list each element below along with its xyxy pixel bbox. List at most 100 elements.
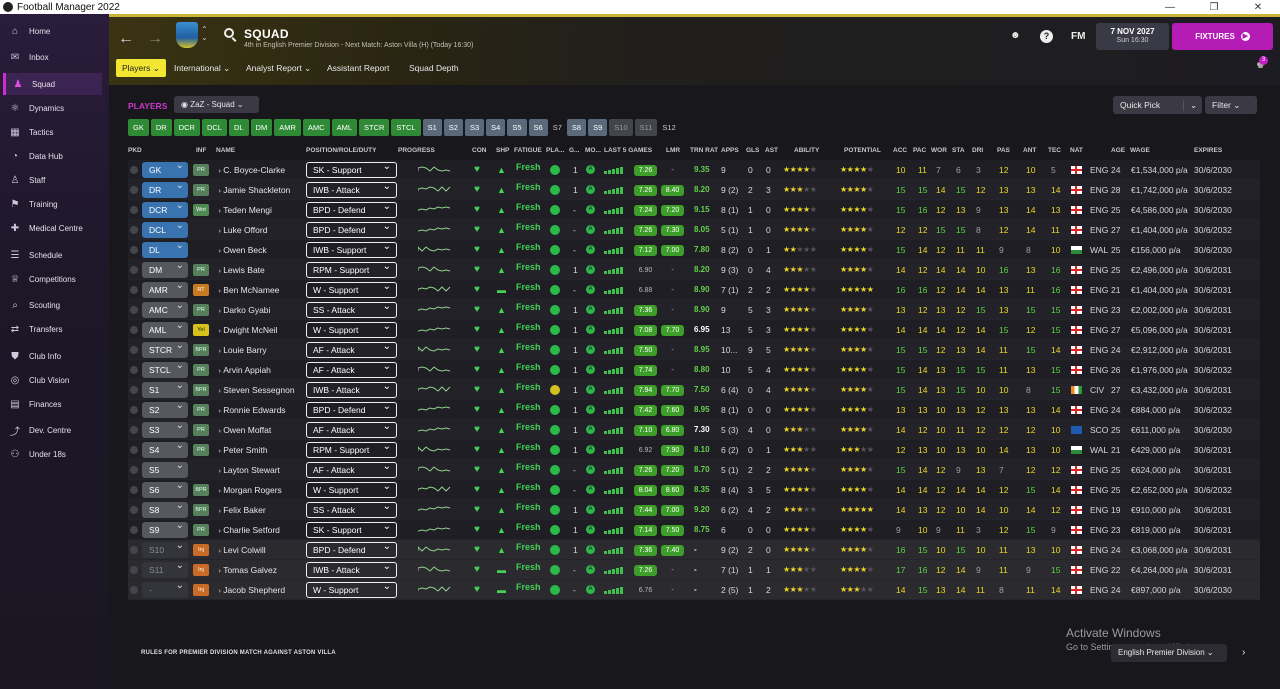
- role-duty-selector[interactable]: AF - Attack: [306, 340, 397, 358]
- player-name[interactable]: Owen Moffat: [217, 420, 271, 440]
- position-selector[interactable]: S6: [142, 478, 188, 498]
- pick-checkbox[interactable]: [130, 366, 138, 374]
- column-header-potential[interactable]: POTENTIAL: [844, 147, 881, 154]
- notification-bell-icon[interactable]: ♚ 3: [1256, 56, 1268, 71]
- role-duty-selector[interactable]: W - Support: [306, 280, 397, 298]
- minimize-icon[interactable]: —: [1165, 1, 1175, 13]
- column-header-con[interactable]: CON: [472, 147, 487, 154]
- tab-squad-depth[interactable]: Squad Depth: [409, 63, 459, 73]
- pick-checkbox[interactable]: [130, 486, 138, 494]
- table-row[interactable]: DCR Wnt Teden Mengi BPD - Defend ♥ ▲ Fresh - A 7.…: [128, 198, 1260, 220]
- position-selector[interactable]: S1: [142, 378, 188, 398]
- position-selector[interactable]: S4: [142, 438, 188, 458]
- pick-checkbox[interactable]: [130, 166, 138, 174]
- column-header-dri[interactable]: DRI: [972, 147, 984, 154]
- position-filter-s10[interactable]: S10: [609, 119, 633, 136]
- sidebar-item-medical-centre[interactable]: ✚ Medical Centre: [0, 217, 109, 239]
- position-filter-s8[interactable]: S8: [566, 119, 587, 136]
- player-name[interactable]: Peter Smith: [217, 440, 267, 460]
- sidebar-item-finances[interactable]: ▤ Finances: [0, 393, 109, 415]
- table-row[interactable]: DM PR Lewis Bate RPM - Support ♥ ▲ Fresh 1A 6.90…: [128, 258, 1260, 280]
- forward-arrow-icon[interactable]: →: [147, 30, 163, 47]
- table-row[interactable]: AMC PR Darko Gyabi SS - Attack ♥ ▲ Fresh 1A 7.36…: [128, 298, 1260, 320]
- player-name[interactable]: Dwight McNeil: [217, 320, 277, 340]
- column-header-ast[interactable]: AST: [765, 147, 778, 154]
- column-header-lmr[interactable]: LMR: [666, 147, 681, 154]
- next-arrow-icon[interactable]: ›: [1242, 647, 1246, 658]
- player-name[interactable]: Jamie Shackleton: [217, 180, 290, 200]
- role-duty-selector[interactable]: IWB - Support: [306, 240, 397, 258]
- column-header-position-role-duty[interactable]: POSITION/ROLE/DUTY: [306, 147, 377, 154]
- table-row[interactable]: STCL PR Arvin Appiah AF - Attack ♥ ▲ Fresh 1A 7.…: [128, 358, 1260, 380]
- pick-checkbox[interactable]: [130, 546, 138, 554]
- role-duty-selector[interactable]: RPM - Support: [306, 440, 397, 458]
- column-header-shp[interactable]: SHP: [496, 147, 510, 154]
- role-duty-selector[interactable]: W - Support: [306, 320, 397, 338]
- table-row[interactable]: DCL Luke Offord BPD - Defend ♥ ▲ Fresh - A 7.26 7…: [128, 218, 1260, 240]
- player-name[interactable]: Tomas Galvez: [217, 560, 277, 580]
- position-filter-gk[interactable]: GK: [128, 119, 149, 136]
- pick-checkbox[interactable]: [130, 446, 138, 454]
- position-filter-s11[interactable]: S11: [634, 119, 658, 136]
- pick-checkbox[interactable]: [130, 466, 138, 474]
- role-duty-selector[interactable]: RPM - Support: [306, 260, 397, 278]
- player-name[interactable]: Ronnie Edwards: [217, 400, 285, 420]
- player-name[interactable]: Luke Offord: [217, 220, 267, 240]
- role-duty-selector[interactable]: BPD - Defend: [306, 400, 397, 418]
- tab-international[interactable]: International ⌄: [174, 63, 231, 73]
- position-selector[interactable]: DM: [142, 258, 188, 278]
- column-header-inf[interactable]: INF: [196, 147, 207, 154]
- role-duty-selector[interactable]: IWB - Attack: [306, 380, 397, 398]
- sidebar-item-competitions[interactable]: ♕ Competitions: [0, 268, 109, 290]
- player-name[interactable]: Jacob Shepherd: [217, 580, 285, 600]
- position-selector[interactable]: AML: [142, 318, 188, 338]
- view-selector[interactable]: ◉ ZaZ - Squad ⌄: [174, 96, 259, 113]
- player-name[interactable]: Layton Stewart: [217, 460, 280, 480]
- column-header-g[interactable]: G...: [569, 147, 580, 154]
- role-duty-selector[interactable]: BPD - Defend: [306, 220, 397, 238]
- role-duty-selector[interactable]: SS - Attack: [306, 500, 397, 518]
- column-header-age[interactable]: AGE: [1111, 147, 1126, 154]
- table-row[interactable]: AML Yel Dwight McNeil W - Support ♥ ▲ Fresh 1A 7…: [128, 318, 1260, 340]
- sidebar-item-transfers[interactable]: ⇄ Transfers: [0, 318, 109, 340]
- sidebar-item-staff[interactable]: ♙ Staff: [0, 169, 109, 191]
- sidebar-item-under-18s[interactable]: ⚇ Under 18s: [0, 443, 109, 465]
- player-name[interactable]: Felix Baker: [217, 500, 266, 520]
- position-selector[interactable]: -: [142, 578, 188, 598]
- player-name[interactable]: Teden Mengi: [217, 200, 272, 220]
- role-duty-selector[interactable]: SK - Support: [306, 520, 397, 538]
- role-duty-selector[interactable]: IWB - Attack: [306, 180, 397, 198]
- position-selector[interactable]: DCL: [142, 218, 188, 238]
- club-switcher-chevron-icon[interactable]: ⌃ ⌄: [201, 25, 208, 42]
- close-icon[interactable]: ✕: [1253, 1, 1263, 13]
- table-row[interactable]: STCR BPR Louie Barry AF - Attack ♥ ▲ Fresh 1A 7.…: [128, 338, 1260, 360]
- help-icon[interactable]: ?: [1040, 30, 1053, 43]
- pick-checkbox[interactable]: [130, 586, 138, 594]
- sidebar-item-schedule[interactable]: ☰ Schedule: [0, 244, 109, 266]
- position-selector[interactable]: GK: [142, 158, 188, 178]
- pick-checkbox[interactable]: [130, 246, 138, 254]
- position-selector[interactable]: AMR: [142, 278, 188, 298]
- position-filter-dm[interactable]: DM: [250, 119, 273, 136]
- player-name[interactable]: Arvin Appiah: [217, 360, 271, 380]
- back-arrow-icon[interactable]: ←: [118, 30, 134, 47]
- column-header-nat[interactable]: NAT: [1070, 147, 1083, 154]
- sidebar-item-dev-centre[interactable]: ⤴ Dev. Centre: [0, 419, 109, 441]
- position-filter-s5[interactable]: S5: [507, 119, 527, 136]
- position-selector[interactable]: S3: [142, 418, 188, 438]
- pick-checkbox[interactable]: [130, 206, 138, 214]
- position-selector[interactable]: STCL: [142, 358, 188, 378]
- table-row[interactable]: S3 PR Owen Moffat AF - Attack ♥ ▲ Fresh 1A 7.10 6…: [128, 418, 1260, 440]
- position-filter-s2[interactable]: S2: [443, 119, 463, 136]
- role-duty-selector[interactable]: AF - Attack: [306, 360, 397, 378]
- pick-checkbox[interactable]: [130, 506, 138, 514]
- column-header-last-5-games[interactable]: LAST 5 GAMES: [604, 147, 653, 154]
- pick-checkbox[interactable]: [130, 286, 138, 294]
- search-icon[interactable]: [224, 28, 234, 38]
- column-header-ability[interactable]: ABILITY: [794, 147, 820, 154]
- role-duty-selector[interactable]: AF - Attack: [306, 460, 397, 478]
- role-duty-selector[interactable]: BPD - Defend: [306, 540, 397, 558]
- competition-selector[interactable]: English Premier Division ⌄: [1111, 644, 1227, 662]
- player-name[interactable]: Ben McNamee: [217, 280, 279, 300]
